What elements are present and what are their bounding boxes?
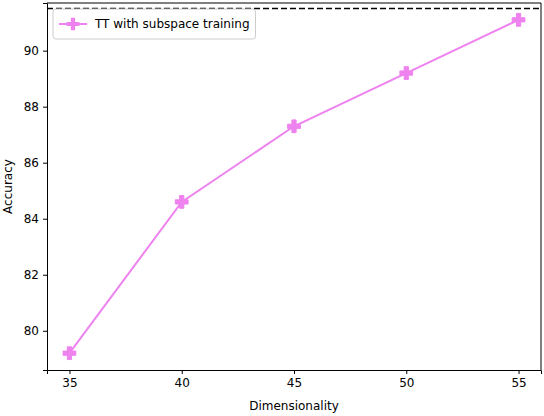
tick-mark — [43, 219, 47, 220]
axis-line — [48, 371, 542, 375]
tick-mark — [182, 370, 183, 374]
legend-label: TT with subspace training — [94, 17, 250, 31]
series-marker — [400, 67, 413, 80]
tick-mark — [406, 370, 407, 374]
series-marker — [63, 347, 76, 360]
legend-item: TT with subspace training — [59, 17, 250, 31]
tick-mark — [43, 51, 47, 52]
y-axis: 80 82 84 86 88 90 — [24, 4, 48, 371]
tick-label: 35 — [62, 376, 77, 390]
tick: 55 — [511, 370, 526, 390]
tick: 80 — [24, 324, 47, 338]
tick-label: 50 — [399, 376, 414, 390]
tick-mark — [69, 370, 70, 374]
frame — [47, 3, 541, 4]
tick-label: 88 — [24, 100, 39, 114]
series-marker — [288, 120, 301, 133]
tick: 35 — [62, 370, 77, 390]
legend: TT with subspace training — [53, 9, 256, 39]
plot-area: 35 40 45 50 55 80 82 84 86 88 90 TT with subspace t… — [24, 3, 542, 390]
tick-mark — [294, 370, 295, 374]
frame — [541, 3, 542, 370]
y-axis-title: Accuracy — [1, 159, 15, 214]
x-axis-title: Dimensionality — [249, 399, 339, 413]
tick-label: 86 — [24, 156, 39, 170]
tick-mark — [43, 107, 47, 108]
tick-label: 84 — [24, 212, 39, 226]
data-layer — [47, 9, 541, 360]
x-axis: 35 40 45 50 55 — [48, 370, 542, 390]
tick: 88 — [24, 100, 47, 114]
chart: 35 40 45 50 55 80 82 84 86 88 90 TT with subspace t… — [0, 0, 544, 416]
tick-mark — [43, 331, 47, 332]
tick: 82 — [24, 268, 47, 282]
tick-label: 45 — [287, 376, 302, 390]
tick: 86 — [24, 156, 47, 170]
legend-box — [53, 9, 256, 39]
series-line — [69, 20, 518, 353]
tick-label: 40 — [175, 376, 190, 390]
tick: 90 — [24, 44, 47, 58]
axis-line — [43, 4, 48, 371]
tick-mark — [43, 275, 47, 276]
tick: 45 — [287, 370, 302, 390]
tick-mark — [43, 163, 47, 164]
tick: 84 — [24, 212, 47, 226]
series-marker — [512, 13, 525, 26]
legend-marker — [67, 18, 80, 31]
tick-mark — [519, 370, 520, 374]
series-marker — [175, 196, 188, 209]
tick-label: 90 — [24, 44, 39, 58]
tick-label: 55 — [511, 376, 526, 390]
tick-label: 80 — [24, 324, 39, 338]
tick-label: 82 — [24, 268, 39, 282]
tick: 50 — [399, 370, 414, 390]
tick: 40 — [175, 370, 190, 390]
